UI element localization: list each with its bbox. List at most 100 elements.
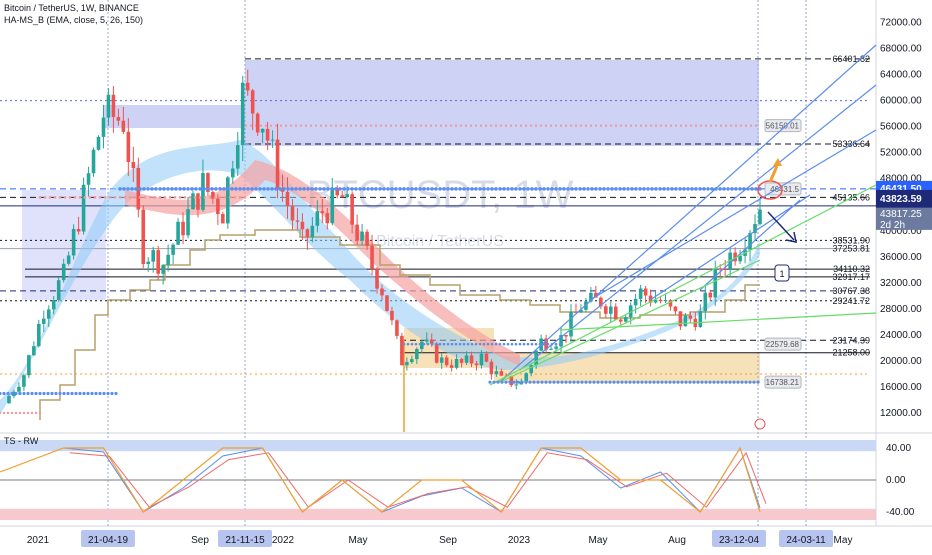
mid-dots (522, 342, 526, 346)
resistance-dots-blue (470, 187, 474, 191)
mid-dots (534, 342, 538, 346)
resistance-dots-blue (694, 187, 698, 191)
time-tick-label: May (834, 535, 853, 546)
resistance-dots-blue (174, 187, 178, 191)
resistance-dots-blue (118, 187, 122, 191)
resistance-dots-blue (126, 187, 130, 191)
support-dots (22, 391, 26, 396)
candles-layer[interactable] (7, 69, 762, 404)
resistance-dots-blue (674, 187, 678, 191)
low-dots (724, 380, 728, 384)
resistance-dots-blue (758, 187, 762, 191)
low-dots (704, 380, 708, 384)
candle-body (459, 358, 464, 363)
support-dots (98, 391, 102, 396)
low-dots (648, 380, 652, 384)
resistance-dots-blue (482, 187, 486, 191)
candle-body (395, 320, 399, 336)
upper-dots-red (108, 196, 112, 199)
support-dots (10, 391, 14, 396)
resistance-dots-blue (214, 187, 218, 191)
candle-body (415, 348, 419, 360)
indicator-legend[interactable]: HA-MS_B (EMA, close, 5, 26, 150) (4, 15, 144, 25)
resistance-dots-blue (450, 187, 454, 191)
resistance-dots-blue (142, 187, 146, 191)
resistance-dots-blue (550, 187, 554, 191)
candle-body (698, 311, 703, 328)
trendline-blue (699, 199, 801, 291)
candle-body (549, 348, 553, 350)
resistance-dots-blue (146, 187, 150, 191)
zone-blue-left (103, 105, 245, 128)
trendlines-layer[interactable] (489, 44, 877, 386)
support-dots (82, 391, 86, 396)
wave-label: 1 (779, 269, 784, 279)
support-dots-red (34, 411, 38, 415)
candle-body (594, 292, 598, 298)
resistance-dots-blue (154, 187, 158, 191)
annotations[interactable]: 1 (754, 158, 797, 430)
resistance-dots-blue (394, 187, 398, 191)
low-dots (496, 380, 500, 384)
low-dots (568, 380, 572, 384)
oscillator-legend[interactable]: TS - RW (4, 436, 39, 446)
level-label: 23174.39 (832, 335, 870, 345)
resistance-dots-blue (206, 187, 210, 191)
mid-dots (418, 342, 422, 346)
resistance-dots-blue (178, 187, 182, 191)
resistance-dots-blue (522, 187, 526, 191)
support-dots (42, 391, 46, 396)
resistance-dots-blue (262, 187, 266, 191)
support-dots-red (38, 411, 42, 415)
candle-body (608, 306, 613, 314)
candle-body (638, 288, 643, 299)
low-dots (744, 380, 748, 384)
resistance-dots-blue (138, 187, 142, 191)
resistance-dots-blue (218, 187, 222, 191)
support-dots (6, 391, 10, 396)
resistance-dots-blue (162, 187, 166, 191)
candle-body (554, 346, 558, 349)
candle-body (529, 365, 534, 374)
resistance-dots-blue (566, 187, 570, 191)
low-dots (540, 380, 544, 384)
level-label: 21258.00 (832, 348, 870, 358)
low-dots (556, 380, 560, 384)
resistance-dots-blue (750, 187, 754, 191)
low-dots (716, 380, 720, 384)
resistance-dots-blue (338, 187, 342, 191)
low-dots (588, 380, 592, 384)
mid-dots (462, 342, 466, 346)
support-dots (90, 391, 94, 396)
candle-body (7, 396, 11, 404)
upper-dots-red (133, 196, 137, 199)
time-tick-label: 2021 (27, 535, 50, 546)
support-dots (94, 391, 98, 396)
resistance-dots-blue (734, 187, 738, 191)
candle-body (469, 355, 474, 364)
candle-body (370, 245, 374, 269)
resistance-dots-blue (514, 187, 518, 191)
resistance-dots-blue (390, 187, 394, 191)
candle-body (678, 311, 683, 327)
wave-label-box[interactable] (774, 264, 790, 282)
low-dots (576, 380, 580, 384)
candle-body (275, 139, 280, 189)
resistance-dots-blue (706, 187, 710, 191)
candle-body (191, 193, 195, 210)
symbol-legend[interactable]: Bitcoin / TetherUS, 1W, BINANCE (4, 3, 139, 13)
candle-body (365, 231, 369, 246)
candle-body (56, 280, 61, 301)
low-dots (736, 380, 740, 384)
resistance-dots-blue (710, 187, 714, 191)
candle-body (81, 184, 86, 232)
resistance-dots-blue (282, 187, 286, 191)
low-dots (672, 380, 676, 384)
price-axis[interactable]: 72000.00 68000.00 64000.00 60000.00 56000.00… (876, 18, 932, 420)
support-dots-red (14, 411, 18, 415)
alert-icon[interactable] (754, 418, 766, 430)
low-dots (712, 380, 716, 384)
upper-dots-red (148, 196, 152, 199)
time-axis[interactable]: 2021 Sep 2022 May Sep 2023 May Aug May 21-04-19 21… (27, 530, 853, 547)
